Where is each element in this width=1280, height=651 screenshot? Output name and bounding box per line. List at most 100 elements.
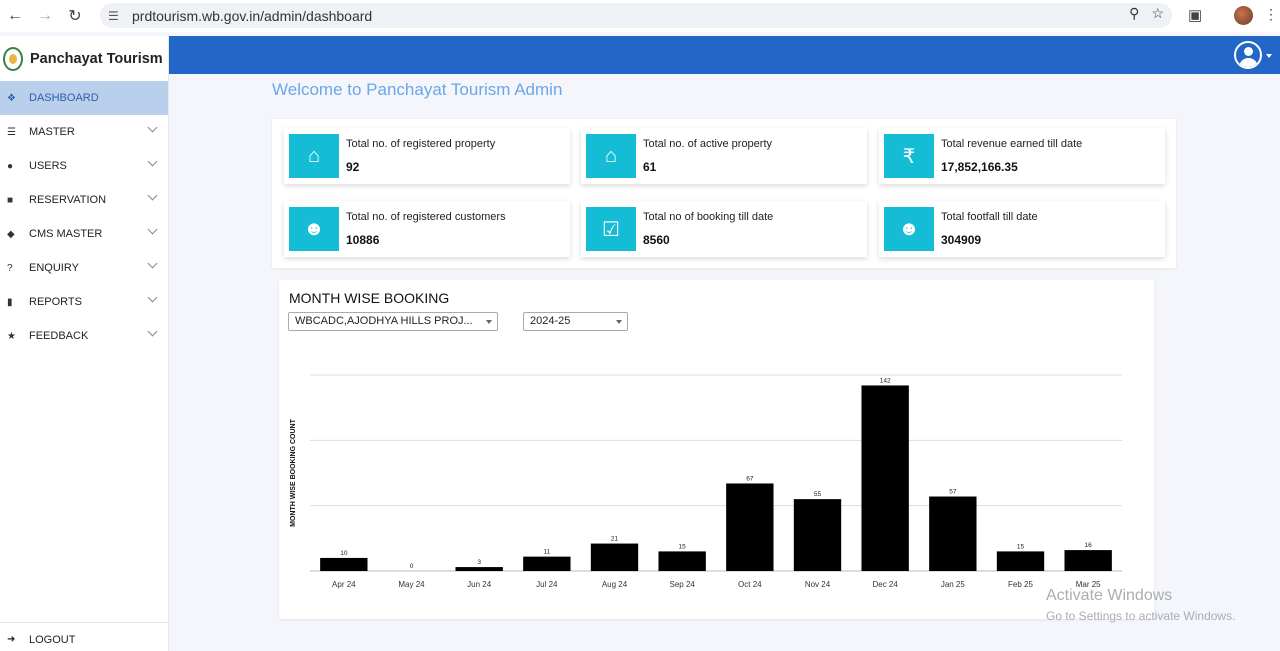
url-text: prdtourism.wb.gov.in/admin/dashboard bbox=[132, 7, 373, 24]
data-label: 55 bbox=[814, 491, 822, 498]
x-tick-label: May 24 bbox=[398, 580, 425, 589]
month-wise-booking-panel: MONTH WISE BOOKING COUNT 10 Apr 24 0 May 24 3… bbox=[279, 280, 1154, 619]
x-tick-label: Jul 24 bbox=[536, 580, 558, 589]
brand[interactable]: Panchayat Tourism bbox=[0, 36, 168, 81]
bar-jul-24[interactable] bbox=[523, 556, 571, 571]
stat-label: Total no. of registered customers bbox=[346, 211, 506, 223]
sidebar-item-reservation[interactable]: ■ RESERVATION bbox=[0, 183, 168, 217]
user-avatar-icon[interactable] bbox=[1234, 41, 1262, 69]
data-label: 10 bbox=[340, 550, 348, 557]
extensions-icon[interactable]: ▣ bbox=[1188, 7, 1203, 24]
sidebar-item-label: ENQUIRY bbox=[29, 262, 79, 274]
sidebar-item-enquiry[interactable]: ? ENQUIRY bbox=[0, 251, 168, 285]
bar-jun-24[interactable] bbox=[455, 567, 503, 571]
cube-icon: ◆ bbox=[7, 228, 15, 240]
x-tick-label: Jun 24 bbox=[467, 580, 492, 589]
sidebar-menu: ❖ DASHBOARD ☰ MASTER ● USERS ■ RESERVATI… bbox=[0, 81, 168, 353]
sidebar-item-users[interactable]: ● USERS bbox=[0, 149, 168, 183]
sidebar-item-cms-master[interactable]: ◆ CMS MASTER bbox=[0, 217, 168, 251]
browser-menu-icon[interactable]: ⋮ bbox=[1264, 6, 1278, 22]
chevron-down-icon bbox=[147, 122, 158, 133]
stat-value: 10886 bbox=[346, 233, 380, 247]
sidebar-item-master[interactable]: ☰ MASTER bbox=[0, 115, 168, 149]
bar-feb-25[interactable] bbox=[996, 551, 1045, 571]
zoom-icon[interactable]: ⚲ bbox=[1129, 5, 1140, 21]
back-arrow-icon[interactable]: ← bbox=[7, 7, 23, 24]
reload-icon[interactable]: ↻ bbox=[68, 8, 82, 25]
x-tick-label: Oct 24 bbox=[738, 580, 762, 589]
forward-arrow-icon[interactable]: → bbox=[37, 7, 53, 24]
star-icon: ★ bbox=[7, 330, 16, 342]
sidebar-item-feedback[interactable]: ★ FEEDBACK bbox=[0, 319, 168, 353]
sidebar-item-reports[interactable]: ▮ REPORTS bbox=[0, 285, 168, 319]
logout-icon: ➜ bbox=[7, 634, 16, 645]
brand-title: Panchayat Tourism bbox=[30, 50, 163, 67]
stat-card-revenue: ₹ Total revenue earned till date 17,852,… bbox=[879, 128, 1165, 184]
data-label: 142 bbox=[880, 377, 891, 384]
chevron-down-icon bbox=[147, 156, 158, 167]
property-select[interactable]: WBCADC,AJODHYA HILLS PROJ... bbox=[288, 312, 498, 331]
caret-down-icon bbox=[616, 320, 622, 324]
rupee-icon: ₹ bbox=[884, 134, 934, 178]
stat-value: 8560 bbox=[643, 233, 670, 247]
logout-button[interactable]: ➜ LOGOUT bbox=[0, 622, 169, 651]
bars-icon: ☰ bbox=[7, 126, 16, 138]
bar-dec-24[interactable] bbox=[861, 385, 909, 571]
caret-down-icon[interactable] bbox=[1266, 54, 1272, 58]
y-axis-label: MONTH WISE BOOKING COUNT bbox=[290, 418, 297, 526]
bookmark-star-icon[interactable]: ☆ bbox=[1151, 5, 1164, 21]
booking-bar-chart: MONTH WISE BOOKING COUNT 10 Apr 24 0 May 24 3… bbox=[290, 374, 1122, 589]
sidebar-item-label: FEEDBACK bbox=[29, 330, 89, 342]
sidebar-item-dashboard[interactable]: ❖ DASHBOARD bbox=[0, 81, 168, 115]
x-tick-label: Sep 24 bbox=[669, 580, 695, 589]
sidebar-item-label: CMS MASTER bbox=[29, 228, 103, 240]
home-icon: ⌂ bbox=[289, 134, 339, 178]
data-label: 16 bbox=[1085, 542, 1093, 549]
bar-jan-25[interactable] bbox=[929, 496, 977, 571]
chevron-down-icon bbox=[147, 190, 158, 201]
year-select[interactable]: 2024-25 bbox=[523, 312, 628, 331]
stat-value: 92 bbox=[346, 160, 360, 174]
stat-value: 17,852,166.35 bbox=[941, 160, 1018, 174]
site-settings-icon[interactable]: ☰ bbox=[108, 8, 119, 23]
users-icon: ☻ bbox=[884, 207, 934, 251]
windows-activation-subtitle: Go to Settings to activate Windows. bbox=[1046, 609, 1236, 623]
users-icon: ● bbox=[7, 160, 14, 172]
stat-label: Total footfall till date bbox=[941, 211, 1038, 223]
stat-label: Total revenue earned till date bbox=[941, 138, 1083, 150]
x-tick-label: Feb 25 bbox=[1008, 580, 1033, 589]
stat-card-bookings: ☑ Total no of booking till date 8560 bbox=[581, 201, 867, 257]
stat-label: Total no of booking till date bbox=[643, 211, 774, 223]
bar-nov-24[interactable] bbox=[793, 499, 842, 571]
data-label: 15 bbox=[1017, 543, 1025, 550]
browser-profile-avatar[interactable] bbox=[1234, 6, 1253, 25]
address-bar[interactable]: ☰ prdtourism.wb.gov.in/admin/dashboard ⚲… bbox=[100, 3, 1172, 28]
x-tick-label: Apr 24 bbox=[332, 580, 356, 589]
data-label: 67 bbox=[746, 475, 754, 482]
chart-title: MONTH WISE BOOKING bbox=[289, 290, 450, 306]
stat-card-registered-property: ⌂ Total no. of registered property 92 bbox=[284, 128, 570, 184]
calendar-check-icon: ☑ bbox=[586, 207, 636, 251]
chevron-down-icon bbox=[147, 326, 158, 337]
bar-apr-24[interactable] bbox=[320, 557, 368, 571]
stat-value: 304909 bbox=[941, 233, 982, 247]
stat-label: Total no. of active property bbox=[643, 138, 773, 150]
home-icon: ❖ bbox=[7, 92, 16, 104]
sidebar-item-label: DASHBOARD bbox=[29, 92, 99, 104]
file-icon: ▮ bbox=[7, 296, 13, 308]
bar-sep-24[interactable] bbox=[658, 551, 706, 571]
stat-value: 61 bbox=[643, 160, 657, 174]
chevron-down-icon bbox=[147, 224, 158, 235]
home-icon: ⌂ bbox=[586, 134, 636, 178]
data-label: 11 bbox=[543, 549, 550, 556]
stat-card-registered-customers: ☻ Total no. of registered customers 1088… bbox=[284, 201, 570, 257]
data-label: 0 bbox=[410, 563, 414, 570]
sidebar: Panchayat Tourism ❖ DASHBOARD ☰ MASTER ●… bbox=[0, 36, 169, 651]
question-icon: ? bbox=[7, 262, 13, 274]
year-select-value: 2024-25 bbox=[530, 315, 571, 327]
bar-mar-25[interactable] bbox=[1064, 550, 1112, 571]
bar-aug-24[interactable] bbox=[590, 543, 639, 571]
page-title: Welcome to Panchayat Tourism Admin bbox=[272, 80, 563, 99]
browser-toolbar: ← → ↻ ☰ prdtourism.wb.gov.in/admin/dashb… bbox=[0, 0, 1280, 32]
bar-oct-24[interactable] bbox=[726, 483, 774, 571]
